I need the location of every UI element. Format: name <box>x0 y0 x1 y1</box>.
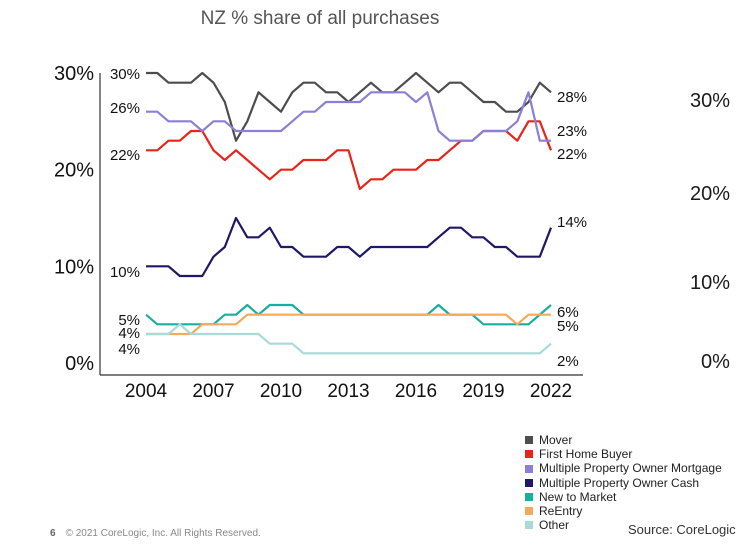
x-tick-label: 2010 <box>260 381 302 402</box>
series-start-label: 26% <box>110 100 140 117</box>
x-tick-label: 2007 <box>192 381 234 402</box>
series-end-label: 6% <box>557 304 579 321</box>
legend-item: Other <box>525 518 722 532</box>
series-end-label: 5% <box>557 318 579 335</box>
legend-label: Multiple Property Owner Mortgage <box>539 461 722 476</box>
ghost-tick-0: 0% <box>701 351 730 373</box>
legend-label: Other <box>539 518 570 533</box>
series-start-label: 30% <box>110 66 140 83</box>
source-label: Source: CoreLogic <box>628 522 736 537</box>
series-end-label: 22% <box>557 146 587 163</box>
legend-item: New to Market <box>525 490 722 504</box>
series-line-reentry <box>146 313 551 336</box>
series-end-label: 28% <box>557 89 587 106</box>
series-end-label: 2% <box>557 353 579 370</box>
legend-swatch <box>525 478 533 487</box>
legend-label: New to Market <box>539 489 617 504</box>
y-tick-label: 30% <box>54 63 94 85</box>
x-tick-label: 2016 <box>395 381 437 402</box>
x-tick-label: 2013 <box>327 381 369 402</box>
y-tick-label: 20% <box>54 160 94 182</box>
legend-item: Multiple Property Owner Cash <box>525 476 722 490</box>
series-line-other <box>146 323 552 355</box>
series-line-multiple-property-owner-cash <box>146 216 553 278</box>
legend-item: Mover <box>525 433 722 447</box>
series-end-label: 23% <box>557 123 587 140</box>
series-start-label: 10% <box>110 264 140 281</box>
series-start-label: 4% <box>118 341 140 358</box>
legend-item: Multiple Property Owner Mortgage <box>525 461 722 475</box>
ghost-tick-30: 30% <box>690 90 731 112</box>
x-tick-label: 2022 <box>530 381 572 402</box>
legend-label: Multiple Property Owner Cash <box>539 475 700 490</box>
footer: 6 © 2021 CoreLogic, Inc. All Rights Reser… <box>50 528 261 539</box>
legend-label: ReEntry <box>539 504 583 519</box>
x-tick-label: 2019 <box>462 381 504 402</box>
y-tick-label: 10% <box>54 256 94 278</box>
legend-swatch <box>525 450 533 459</box>
series-start-label: 4% <box>118 325 140 342</box>
series-line-multiple-property-owner-mortgage <box>146 91 551 142</box>
series-end-label: 14% <box>557 214 587 231</box>
legend-swatch <box>525 521 533 530</box>
legend-label: Mover <box>539 433 573 447</box>
legend-swatch <box>525 436 533 445</box>
legend-swatch <box>525 507 533 516</box>
chart-title: NZ % share of all purchases <box>200 8 440 29</box>
series-start-label: 5% <box>118 312 140 329</box>
y-tick-label: 0% <box>65 353 94 375</box>
legend-item: First Home Buyer <box>525 447 722 461</box>
chart-legend: Mover First Home Buyer Multiple Property O… <box>525 433 722 532</box>
legend-swatch <box>525 464 533 473</box>
ghost-tick-20: 20% <box>690 183 731 205</box>
series-start-label: 22% <box>110 147 140 164</box>
legend-item: ReEntry <box>525 504 722 518</box>
copyright-text: © 2021 CoreLogic, Inc. All Rights Reserv… <box>65 528 261 539</box>
x-tick-label: 2004 <box>125 381 168 402</box>
ghost-tick-10: 10% <box>690 272 731 294</box>
legend-label: First Home Buyer <box>539 447 633 462</box>
page-number: 6 <box>50 528 56 539</box>
legend-swatch <box>525 492 533 501</box>
